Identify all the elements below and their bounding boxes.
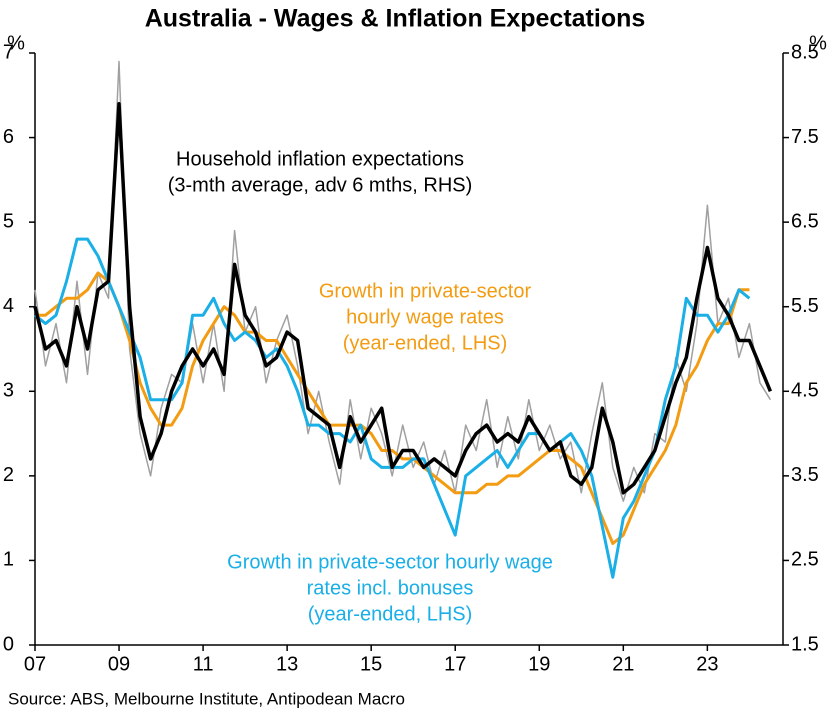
series-line — [33, 101, 773, 495]
y2-tick-label: 4.5 — [791, 380, 819, 402]
annotation: Growth in private-sector hourly wage — [227, 551, 553, 573]
source-note: Source: ABS, Melbourne Institute, Antipo… — [8, 689, 405, 708]
y-tick-label: 6 — [3, 126, 14, 148]
y2-tick-label: 7.5 — [791, 126, 819, 148]
series-line — [34, 60, 772, 502]
y2-tick-label: 8.5 — [791, 41, 819, 63]
y2-axis-label: % — [809, 32, 827, 54]
annotation: Growth in private-sector — [319, 280, 532, 302]
x-tick-label: 19 — [528, 653, 550, 675]
annotation: (year-ended, LHS) — [308, 603, 473, 625]
x-tick-label: 11 — [193, 653, 214, 675]
x-tick-label: 21 — [612, 653, 634, 675]
y-tick-label: 3 — [3, 380, 14, 402]
annotation: rates incl. bonuses — [307, 577, 474, 599]
y2-tick-label: 6.5 — [791, 210, 819, 232]
x-tick-label: 15 — [360, 653, 382, 675]
x-tick-label: 13 — [276, 653, 298, 675]
chart-title: Australia - Wages & Inflation Expectatio… — [145, 5, 646, 33]
y-tick-label: 1 — [3, 549, 14, 571]
y-axis-label: % — [7, 32, 25, 54]
x-tick-label: 09 — [108, 653, 130, 675]
y2-tick-label: 5.5 — [791, 295, 819, 317]
y-tick-label: 2 — [3, 464, 14, 486]
y2-tick-label: 2.5 — [791, 549, 819, 571]
annotation: (year-ended, LHS) — [343, 332, 508, 354]
annotation: Household inflation expectations — [176, 148, 464, 170]
x-tick-label: 07 — [24, 653, 46, 675]
x-tick-label: 17 — [444, 653, 466, 675]
y2-tick-label: 3.5 — [791, 464, 819, 486]
series-line — [35, 271, 750, 545]
y2-tick-label: 1.5 — [791, 633, 819, 655]
annotation: (3-mth average, adv 6 mths, RHS) — [168, 174, 473, 196]
y-tick-label: 5 — [3, 210, 14, 232]
y-tick-label: 0 — [3, 633, 14, 655]
y-tick-label: 7 — [3, 41, 14, 63]
annotation: hourly wage rates — [346, 306, 504, 328]
x-tick-label: 23 — [696, 653, 718, 675]
y-tick-label: 4 — [3, 295, 14, 317]
